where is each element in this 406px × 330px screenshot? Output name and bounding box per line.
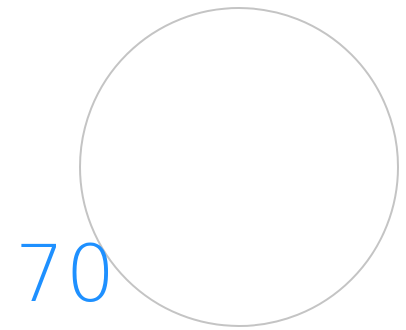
gauge-value: 70	[15, 230, 117, 320]
gauge-ring	[79, 7, 399, 327]
